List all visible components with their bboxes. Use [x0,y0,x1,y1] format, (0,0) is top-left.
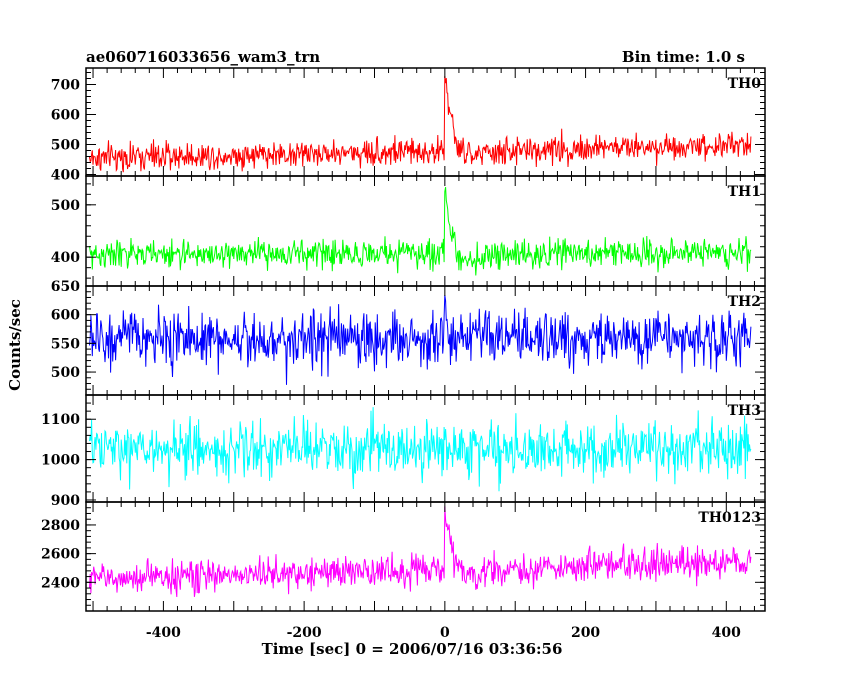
panel-label-th0: TH0 [728,76,762,92]
y-tick-label: 1100 [41,412,80,428]
panel-th1: 400 500 TH1 [51,175,766,287]
series-line-th3 [89,407,752,492]
y-tick-label: 2800 [41,518,80,534]
y-tick-label: 900 [51,493,80,509]
x-tick-label: 400 [712,625,741,641]
y-tick-label: 400 [51,168,80,184]
y-tick-label: 550 [51,336,80,352]
y-tick-label: 650 [51,279,80,295]
panel-label-th1: TH1 [728,184,761,200]
panel-th3: 900 1000 1100 TH3 [41,394,766,509]
panel-frame [85,501,766,612]
y-tick-label: 600 [51,108,80,124]
y-tick-label: 500 [51,198,80,214]
panel-frame [85,175,766,287]
series-line-th0123 [89,506,752,598]
y-tick-label: 700 [51,78,80,94]
panel-th2: 500 550 600 650 TH2 [51,279,766,396]
x-axis-title: Time [sec] 0 = 2006/07/16 03:36:56 [262,640,563,658]
x-tick-label: 200 [571,625,600,641]
x-tick-label: -200 [287,625,322,641]
y-axis-title: Counts/sec [6,299,24,391]
y-tick-label: 500 [51,138,80,154]
series-line-th2 [89,295,752,385]
x-tick-label: -400 [146,625,181,641]
y-tick-label: 600 [51,308,80,324]
panel-th0123: 2400 2600 2800 TH0123 [41,501,766,612]
y-tick-label: 2600 [41,547,80,563]
y-tick-label: 1000 [41,453,80,469]
x-tick-label: 0 [440,625,450,641]
series-line-th1 [89,187,752,276]
panel-th0: 400 500 600 700 TH0 [51,67,766,184]
chart-title: ae060716033656_wam3_trn [86,48,320,66]
panel-label-th0123: TH0123 [698,510,761,526]
series-line-th0 [89,75,752,173]
y-tick-label: 500 [51,365,80,381]
bin-time-label: Bin time: 1.0 s [622,48,745,66]
y-tick-label: 400 [51,250,80,266]
y-tick-label: 2400 [41,575,80,591]
panel-label-th3: TH3 [728,403,761,419]
panels-group: 400 500 600 700 TH0 400 500 TH1 500 550 600 650 TH2 9… [41,67,766,641]
panel-label-th2: TH2 [728,294,761,310]
